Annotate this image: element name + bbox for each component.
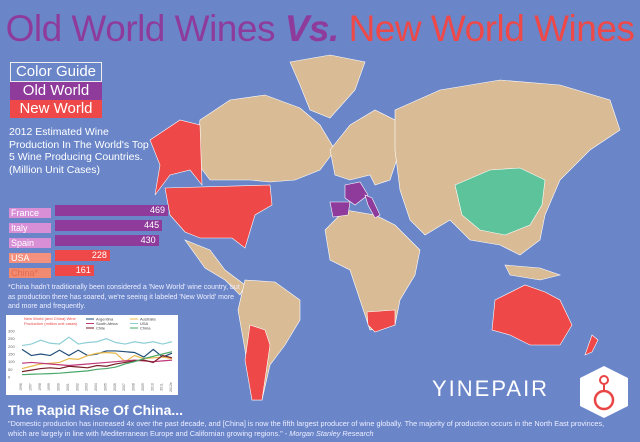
production-title: 2012 Estimated Wine Production In The Wo… [9, 126, 149, 176]
legend-label: USA [140, 321, 149, 326]
x-tick-label: 2000 [57, 383, 61, 391]
y-tick-label: 50 [8, 367, 13, 372]
x-tick-label: 2006 [113, 383, 117, 391]
italy [364, 194, 381, 219]
series-line-argentina [21, 348, 173, 358]
europe [329, 109, 401, 186]
legend-label: Australia [140, 317, 156, 322]
bar-fill: 161 [55, 265, 94, 276]
mini-chart-title: New World (and China) Wine Production (m… [24, 316, 78, 326]
legend-label: South Africa [96, 321, 118, 326]
asia [394, 79, 621, 256]
bar-fill: 228 [55, 250, 110, 261]
x-tick-label: 2010 [150, 383, 154, 391]
legend-label: China [140, 326, 151, 331]
x-tick-label: 2009 [141, 383, 145, 391]
bar-label: France [9, 208, 51, 218]
bar-label: Italy [9, 223, 51, 233]
bar-fill: 469 [55, 205, 168, 216]
y-tick-label: 100 [8, 359, 15, 364]
canada [194, 94, 336, 183]
france [344, 181, 369, 206]
vinepair-badge-icon [580, 366, 628, 418]
legend-label: Chile [96, 326, 106, 331]
legend-label: Argentina [96, 317, 114, 322]
vinepair-logo: YINEPAIR [432, 376, 550, 401]
bar-fill: 445 [55, 220, 163, 231]
mini-line-chart: 0 50 100 150 200 250 300 1996 1997 1998 1999 2000 20… [6, 315, 178, 395]
x-tick-label: 2003 [85, 383, 89, 391]
x-tick-label: 1997 [28, 383, 32, 391]
title-old-world: Old World Wines [5, 8, 276, 49]
legend-new-world: New World [10, 100, 102, 118]
series-line-chile [21, 354, 173, 373]
quote-text: "Domestic production has increased 4x ov… [8, 419, 605, 438]
china-quote: "Domestic production has increased 4x ov… [8, 419, 608, 438]
x-tick-label: 2012e [169, 382, 173, 392]
color-guide-heading: Color Guide [10, 62, 102, 82]
y-tick-label: 0 [8, 375, 11, 380]
bar-fill: 430 [55, 235, 159, 246]
china-note: *China hadn't traditionally been conside… [8, 284, 240, 310]
greenland [289, 54, 366, 119]
color-guide: Color Guide Old World New World [10, 62, 102, 118]
x-tick-label: 2004 [94, 383, 98, 391]
indonesia [504, 264, 562, 281]
china [454, 167, 546, 236]
x-tick-label: 2007 [122, 383, 126, 391]
series-line-china [21, 351, 173, 376]
y-tick-label: 300 [8, 329, 15, 334]
y-tick-label: 250 [8, 336, 15, 341]
x-tick-label: 2011 [160, 383, 164, 391]
bar-label: USA [9, 253, 51, 263]
x-tick-label: 2002 [75, 383, 79, 391]
south-africa [366, 309, 396, 333]
x-tick-label: 1999 [47, 383, 51, 391]
alaska [149, 119, 203, 196]
bar-label: Spain [9, 238, 51, 248]
legend-old-world: Old World [10, 82, 102, 100]
x-tick-label: 1998 [38, 383, 42, 391]
spain [329, 201, 351, 218]
x-tick-label: 2008 [132, 383, 136, 391]
argentina [244, 324, 271, 401]
australia [491, 284, 573, 346]
x-tick-label: 2005 [103, 383, 107, 391]
y-tick-label: 200 [8, 344, 15, 349]
quote-source: - Morgan Stanley Research [284, 428, 374, 438]
china-heading: The Rapid Rise Of China... [8, 402, 184, 418]
page-title: Old World Wines Vs. New World Wines [0, 8, 640, 50]
title-new-world: New World Wines [348, 8, 635, 49]
south-america [237, 279, 301, 401]
series-line-usa [21, 336, 173, 347]
usa [164, 184, 273, 249]
y-tick-label: 150 [8, 352, 15, 357]
title-vs: Vs. [284, 8, 340, 49]
new-zealand [584, 334, 599, 356]
x-tick-label: 1996 [19, 383, 23, 391]
bar-label: China* [9, 268, 51, 278]
x-tick-label: 2001 [66, 383, 70, 391]
